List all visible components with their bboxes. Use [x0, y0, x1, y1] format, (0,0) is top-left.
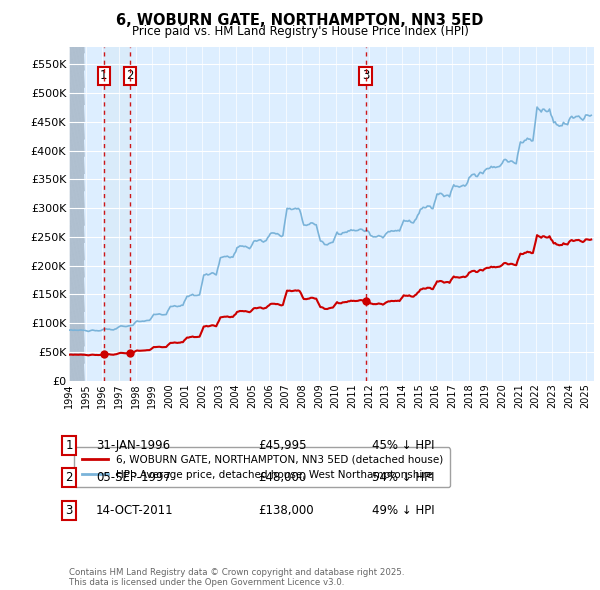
Text: 54% ↓ HPI: 54% ↓ HPI: [372, 471, 434, 484]
Text: 31-JAN-1996: 31-JAN-1996: [96, 439, 170, 452]
Text: £138,000: £138,000: [258, 504, 314, 517]
Text: 1: 1: [100, 70, 107, 83]
Text: 1: 1: [65, 439, 73, 452]
Text: 3: 3: [362, 70, 369, 83]
Legend: 6, WOBURN GATE, NORTHAMPTON, NN3 5ED (detached house), HPI: Average price, detac: 6, WOBURN GATE, NORTHAMPTON, NN3 5ED (de…: [74, 447, 451, 487]
Text: 2: 2: [65, 471, 73, 484]
Bar: [69, 47, 85, 381]
Bar: [104, 47, 130, 381]
Text: 14-OCT-2011: 14-OCT-2011: [96, 504, 173, 517]
Text: Price paid vs. HM Land Registry's House Price Index (HPI): Price paid vs. HM Land Registry's House …: [131, 25, 469, 38]
Text: 2: 2: [127, 70, 134, 83]
Text: Contains HM Land Registry data © Crown copyright and database right 2025.
This d: Contains HM Land Registry data © Crown c…: [69, 568, 404, 587]
Text: 3: 3: [65, 504, 73, 517]
Text: 45% ↓ HPI: 45% ↓ HPI: [372, 439, 434, 452]
Text: £48,000: £48,000: [258, 471, 306, 484]
Text: 49% ↓ HPI: 49% ↓ HPI: [372, 504, 434, 517]
Text: 05-SEP-1997: 05-SEP-1997: [96, 471, 171, 484]
Text: £45,995: £45,995: [258, 439, 307, 452]
Text: 6, WOBURN GATE, NORTHAMPTON, NN3 5ED: 6, WOBURN GATE, NORTHAMPTON, NN3 5ED: [116, 13, 484, 28]
